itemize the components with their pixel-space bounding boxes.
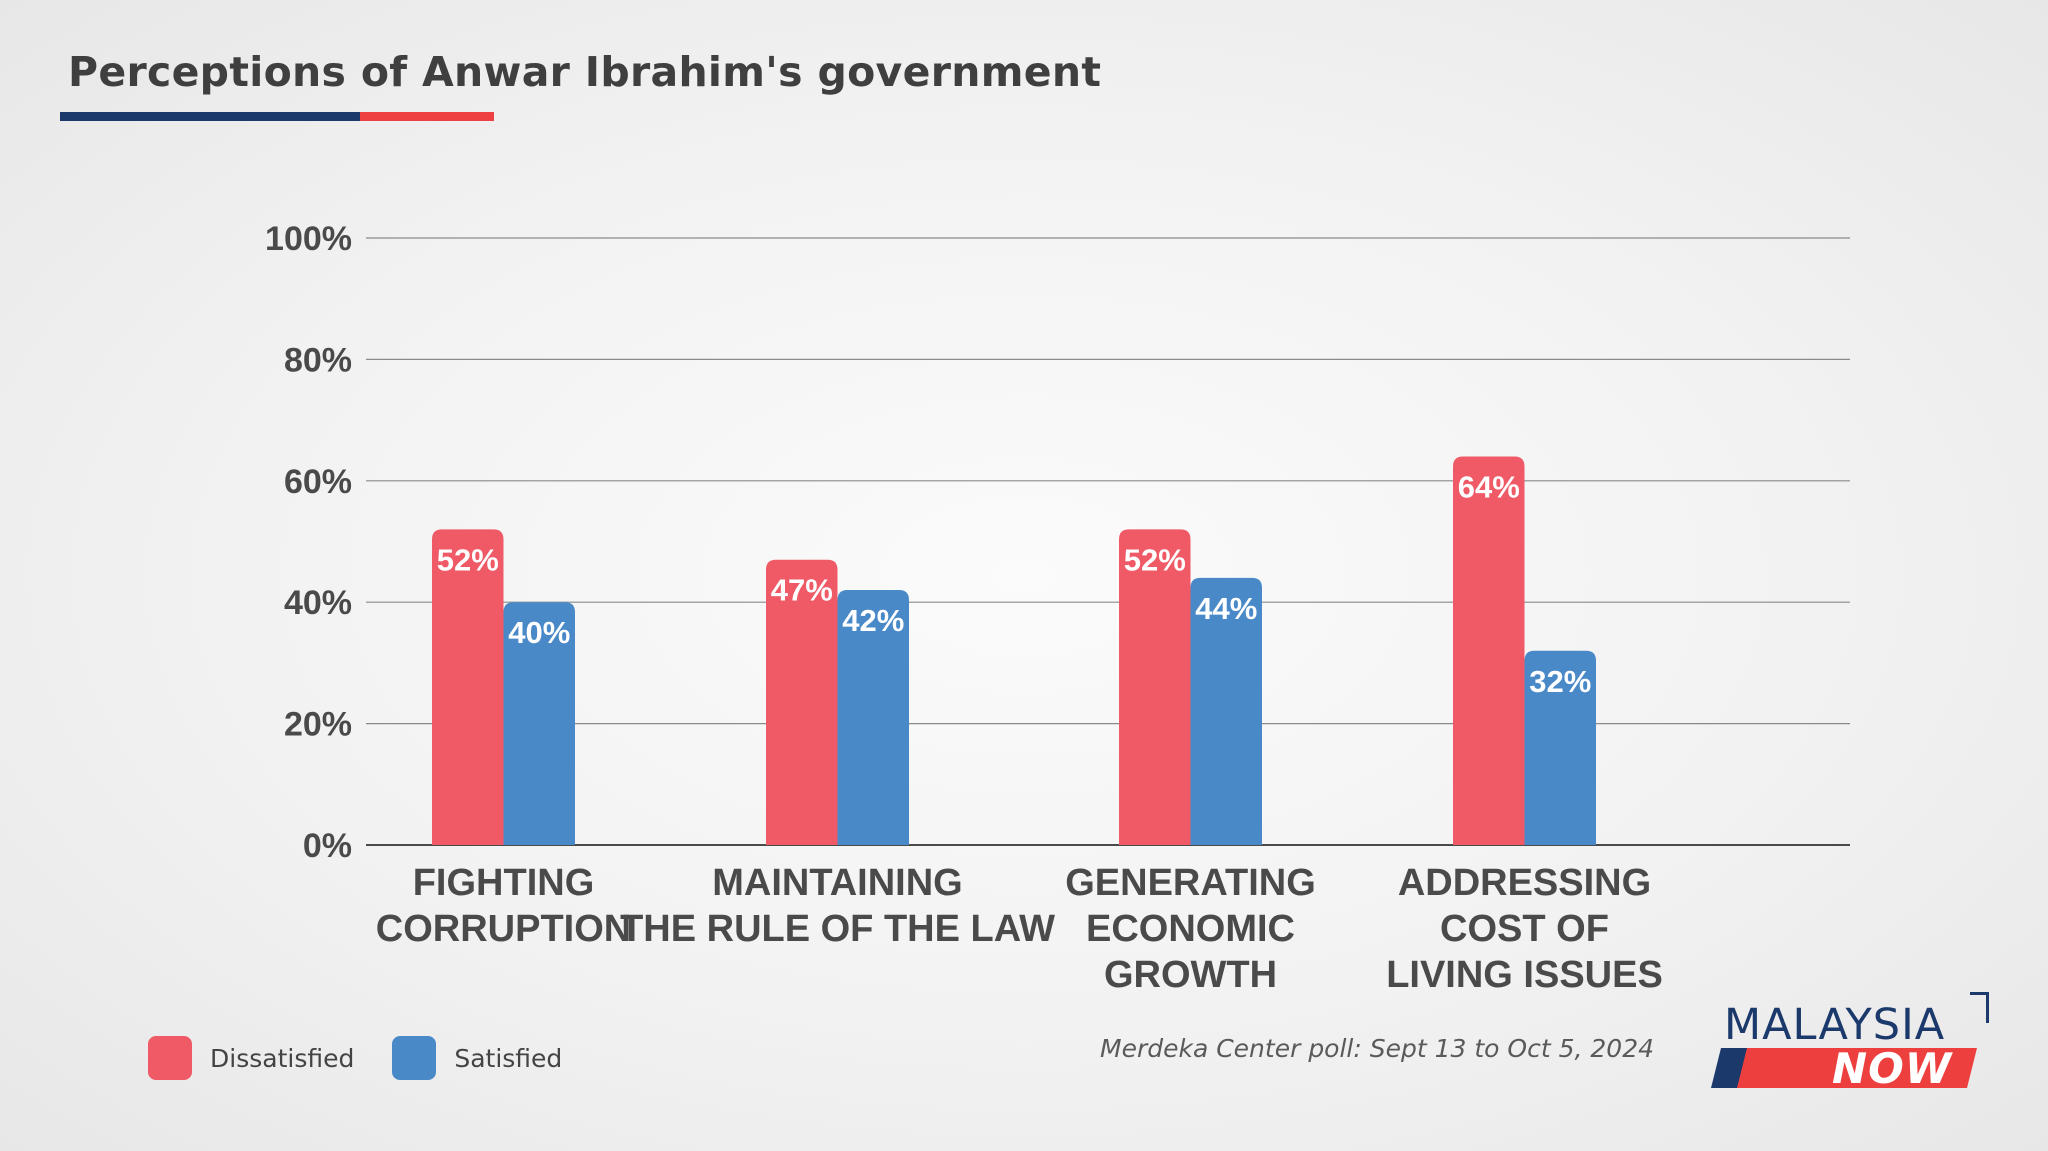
category-label: THE RULE OF THE LAW [620,908,1055,950]
logo-text-bottom: NOW [1832,1044,1953,1093]
bar-satisfied [503,602,575,845]
y-tick-label: 0% [303,827,352,865]
legend-swatch-dissatisfied [148,1036,192,1080]
category-label: GROWTH [1104,954,1277,996]
legend: Dissatisfied Satisfied [148,1036,600,1080]
bar-dissatisfied [766,559,838,845]
legend-swatch-satisfied [392,1036,437,1080]
bar-satisfied [837,590,909,845]
category-label: CORRUPTION [376,908,631,950]
y-tick-label: 80% [284,341,352,379]
malaysia-now-logo: MALAYSIA NOW [1711,992,1992,1093]
legend-item-dissatisfied: Dissatisfied [148,1036,354,1080]
logo-text-top: MALAYSIA [1724,1000,1946,1050]
source-note: Merdeka Center poll: Sept 13 to Oct 5, 2… [1100,1034,1655,1063]
y-tick-label: 40% [284,584,352,622]
y-tick-label: 100% [265,220,352,258]
category-label: ADDRESSING [1398,862,1651,904]
bar-satisfied [1190,577,1262,845]
bars: 52% 47% 52% 64% 40% 42% 44% 32% [432,456,1596,845]
bar-satisfied [1524,650,1596,845]
y-axis-ticks: 0% 20% 40% 60% 80% 100% [265,220,352,865]
y-tick-label: 60% [284,463,352,501]
category-label: FIGHTING [413,862,595,904]
chart-title: Perceptions of Anwar Ibrahim's governmen… [68,48,1102,96]
data-label: 44% [1195,591,1257,626]
gridlines [366,237,1850,846]
data-label: 47% [771,573,833,608]
y-tick-label: 20% [284,706,352,744]
data-label: 52% [1124,542,1186,577]
data-label: 64% [1458,470,1520,505]
legend-label: Dissatisfied [210,1043,355,1073]
category-label: LIVING ISSUES [1386,954,1663,996]
data-label: 32% [1529,664,1591,699]
bar-dissatisfied [432,529,504,845]
title-underline-blue [60,112,360,121]
category-label: GENERATING [1065,862,1316,904]
bar-dissatisfied [1453,456,1525,845]
category-label: ECONOMIC [1086,908,1295,950]
legend-label: Satisfied [454,1043,563,1073]
data-label: 40% [508,615,570,650]
legend-item-satisfied: Satisfied [392,1036,562,1080]
data-label: 52% [437,542,499,577]
title-underline-red [360,112,494,121]
category-label: COST OF [1440,908,1609,950]
data-label: 42% [842,603,904,638]
bar-dissatisfied [1119,529,1191,845]
logo-corner-mark [1970,992,1989,1023]
category-label: MAINTAINING [712,862,963,904]
